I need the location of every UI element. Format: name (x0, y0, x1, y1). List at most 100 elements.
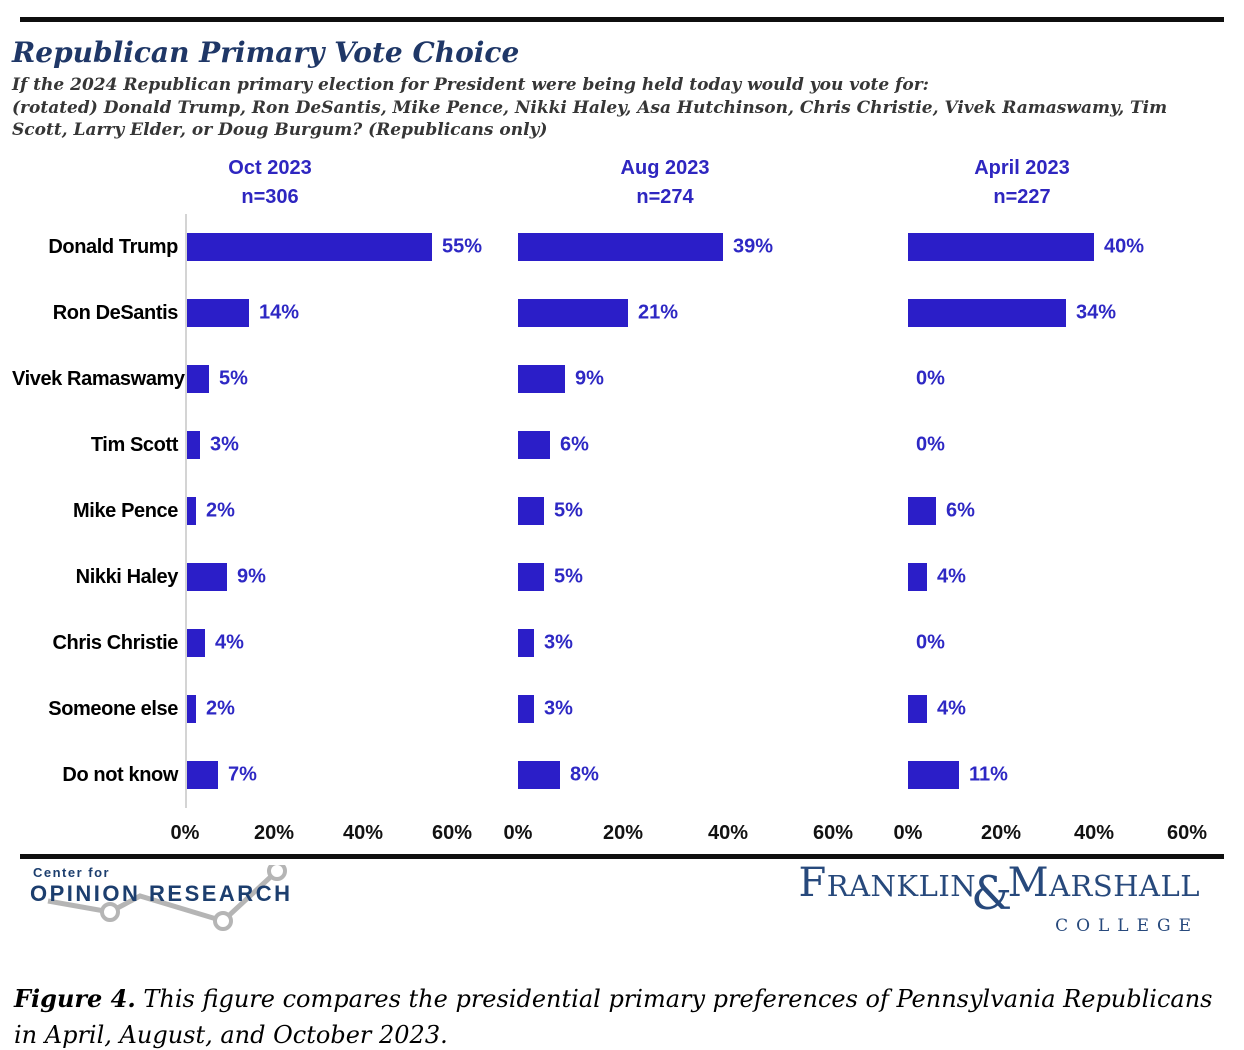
x-axis-tick-label: 60% (1166, 822, 1208, 845)
chart-row: Mike Pence 2% 5% 6% (12, 478, 1232, 545)
figure-caption: Figure 4. This figure compares the presi… (14, 981, 1218, 1050)
category-label: Someone else (48, 697, 178, 720)
survey-question-text: If the 2024 Republican primary election … (12, 75, 1168, 141)
bar-plot: 0% (908, 412, 1232, 478)
x-axis-tick-label: 60% (431, 822, 473, 845)
bar (187, 761, 218, 790)
fm-logo-name: FRANKLIN&MARSHALL (799, 863, 1201, 916)
panel-header-month: Oct 2023 (228, 157, 312, 180)
bar-plot: 9% (185, 544, 500, 611)
value-label: 3% (544, 631, 573, 654)
fm-initial-f: F (798, 860, 827, 907)
chart-rows: Donald Trump 55% 39% 40% Ron DeSantis 14% 21% 3… (12, 214, 1232, 809)
bar-plot: 4% (908, 676, 1232, 742)
bottom-divider (20, 854, 1224, 860)
value-label: 11% (969, 763, 1008, 786)
value-label: 2% (206, 697, 235, 720)
bar (187, 563, 227, 592)
category-label: Donald Trump (48, 235, 178, 258)
category-label: Ron DeSantis (52, 301, 179, 324)
value-label: 39% (733, 235, 774, 258)
bar-plot: 8% (518, 742, 860, 808)
bar-plot: 9% (518, 346, 860, 412)
category-label: Mike Pence (73, 499, 178, 522)
bar (518, 365, 565, 394)
bar (187, 431, 200, 460)
category-label: Vivek Ramaswamy (12, 367, 185, 390)
bar (187, 299, 249, 328)
bar (518, 563, 544, 592)
bar-plot: 7% (185, 742, 500, 809)
x-axis-panel-3: 0% 20% 40% 60% (894, 816, 1232, 848)
chart-row: Donald Trump 55% 39% 40% (12, 214, 1232, 281)
value-label: 5% (554, 565, 583, 588)
bar-plot: 4% (185, 610, 500, 677)
x-axis-tick-label: 0% (170, 822, 200, 845)
x-axis-tick-label: 40% (1073, 822, 1115, 845)
bar (908, 299, 1066, 328)
fm-initial-m: M (1007, 860, 1050, 907)
bar (518, 233, 723, 262)
bar-plot: 6% (518, 412, 860, 478)
value-label: 5% (219, 367, 248, 390)
x-axis-row: 0% 20% 40% 60% 0% 20% 40% 60% 0% 20% 40% 60% (12, 808, 1232, 848)
bar (187, 233, 432, 262)
x-axis-tick-label: 0% (893, 822, 923, 845)
chart-row: Nikki Haley 9% 5% 4% (12, 544, 1232, 611)
bar-plot: 0% (908, 346, 1232, 412)
category-label: Do not know (62, 763, 178, 786)
x-axis-tick-label: 20% (980, 822, 1022, 845)
bar-plot: 2% (185, 676, 500, 743)
bar-plot: 3% (518, 676, 860, 742)
value-label: 55% (442, 235, 483, 258)
fm-logo-college: COLLEGE (1055, 916, 1199, 937)
value-label: 5% (554, 499, 583, 522)
bar (908, 695, 927, 724)
panel-header-month: April 2023 (974, 157, 1070, 180)
bar (518, 497, 544, 526)
bar (187, 695, 196, 724)
page-title: Republican Primary Vote Choice (12, 36, 520, 69)
center-for-opinion-research-logo: Center for OPINION RESEARCH (30, 865, 296, 949)
value-label: 34% (1076, 301, 1117, 324)
bar (187, 365, 209, 394)
bar-plot: 14% (185, 280, 500, 347)
chart-row: Do not know 7% 8% 11% (12, 742, 1232, 809)
chart-row: Chris Christie 4% 3% 0% (12, 610, 1232, 677)
panel-header-n: n=227 (993, 186, 1051, 209)
category-label: Tim Scott (90, 433, 179, 456)
bar-plot: 6% (908, 478, 1232, 544)
panel-header-n: n=274 (636, 186, 694, 209)
value-label: 6% (946, 499, 975, 522)
chart-row: Tim Scott 3% 6% 0% (12, 412, 1232, 479)
figure-number-label: Figure 4. (14, 984, 136, 1014)
category-label: Nikki Haley (75, 565, 179, 588)
panel-headers: Oct 2023 n=306 Aug 2023 n=274 April 2023… (0, 154, 1244, 214)
franklin-marshall-logo: FRANKLIN&MARSHALL COLLEGE (799, 863, 1201, 935)
bar-plot: 4% (908, 544, 1232, 610)
fm-arshall: ARSHALL (1049, 869, 1200, 904)
value-label: 0% (916, 433, 945, 456)
category-label: Chris Christie (52, 631, 178, 654)
bar-plot: 3% (518, 610, 860, 676)
value-label: 21% (638, 301, 679, 324)
bar-plot: 5% (185, 346, 500, 413)
bar (518, 695, 534, 724)
x-axis-tick-label: 20% (253, 822, 295, 845)
value-label: 9% (237, 565, 266, 588)
value-label: 6% (560, 433, 589, 456)
bar-plot: 55% (185, 214, 500, 281)
panel-header-aug-2023: Aug 2023 n=274 (621, 154, 710, 212)
value-label: 4% (937, 565, 966, 588)
x-axis-panel-2: 0% 20% 40% 60% (504, 816, 860, 848)
panel-header-oct-2023: Oct 2023 n=306 (228, 154, 311, 212)
bar-plot: 0% (908, 610, 1232, 676)
bar-plot: 21% (518, 280, 860, 346)
logo-band: Center for OPINION RESEARCH FRANKLIN&MAR… (0, 859, 1244, 951)
bar-chart: Donald Trump 55% 39% 40% Ron DeSantis 14% 21% 3… (12, 214, 1232, 848)
bar (518, 431, 550, 460)
bar (518, 761, 560, 790)
bar-plot: 2% (185, 478, 500, 545)
x-axis-tick-label: 40% (707, 822, 749, 845)
value-label: 3% (210, 433, 239, 456)
